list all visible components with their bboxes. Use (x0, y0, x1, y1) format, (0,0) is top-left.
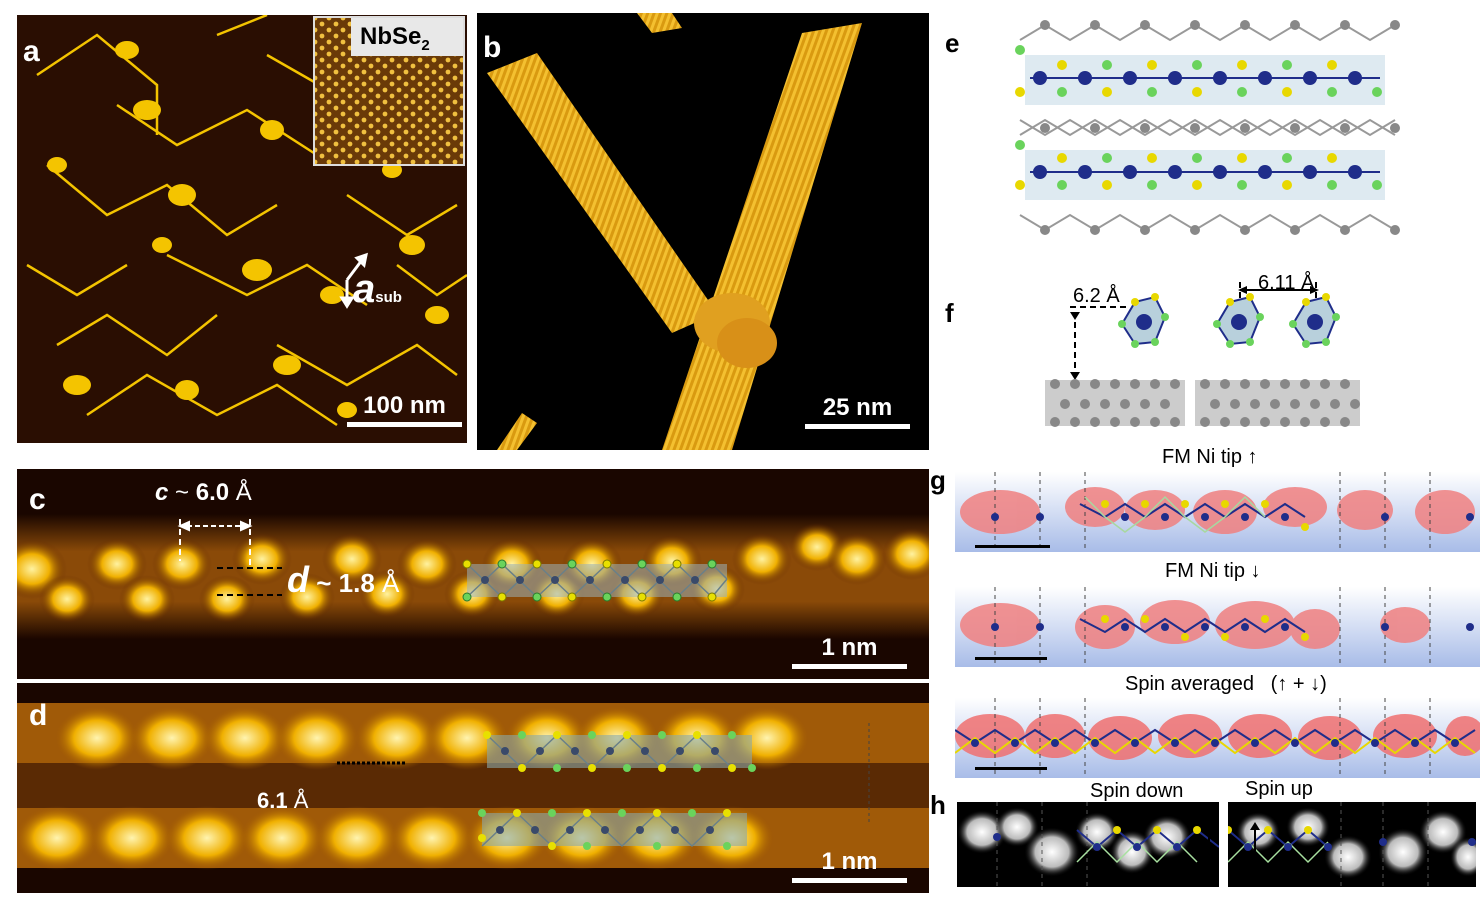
panel-c-chain-model (462, 559, 728, 602)
spacing-value: 6.1 (257, 788, 288, 813)
panel-a-scale-line (347, 422, 462, 427)
panel-c-d-label: d ~ 1.8 Å (287, 559, 399, 601)
panel-a-inset-label: NbSe2 (360, 23, 430, 54)
panel-g-scale-down (975, 657, 1047, 660)
panel-g-map-down (955, 587, 1480, 667)
panel-g-scale-up (975, 545, 1050, 548)
panel-c-scale-text: 1 nm (821, 634, 878, 661)
panel-a-stm-image (26, 15, 467, 427)
panel-e-label: e (945, 28, 960, 58)
panel-d-chain-model-bottom (478, 809, 747, 850)
d-symbol: d (287, 559, 309, 600)
panel-d-scale-text: 1 nm (821, 848, 878, 875)
panel-d-stm-image (17, 703, 929, 870)
substrate-slab (1045, 379, 1360, 427)
panel-c: c c ~ 6.0 Å d ~ 1.8 Å 1 nm (17, 469, 929, 679)
inset-label-sub: 2 (421, 36, 430, 54)
panel-c-label: c (29, 483, 46, 516)
panel-g-scale-avg (975, 767, 1047, 770)
panel-h-label: h (930, 790, 946, 820)
panel-f-height-label: 6.2 Å (1073, 285, 1120, 307)
panel-d: d 6.1 Å 1 nm (17, 683, 929, 893)
d-tilde: ~ (309, 568, 339, 598)
axis-symbol: a (353, 267, 376, 311)
panel-h-spin-up-label: Spin up (1245, 778, 1313, 800)
c-symbol: c (155, 479, 169, 506)
inset-label-text: NbSe (360, 23, 422, 50)
wire-cross-section-3 (1289, 293, 1340, 348)
panel-a-label: a (23, 35, 40, 68)
panel-g-title-avg: Spin averaged (↑ + ↓) (1125, 673, 1327, 695)
panel-c-stm-image (17, 514, 929, 639)
panel-b-stm-image (487, 13, 862, 450)
panel-b-label: b (483, 31, 502, 64)
panel-a-axis-label: asub (353, 267, 402, 312)
panel-g-map-up (955, 472, 1480, 552)
panel-h-sim-spin-up (1228, 802, 1476, 887)
d-value: 1.8 (338, 568, 375, 598)
wire-cross-section-2 (1213, 293, 1264, 348)
panel-g-label: g (930, 465, 946, 495)
panel-h-sim-spin-down (957, 802, 1219, 887)
panel-c-scale-line (792, 664, 907, 669)
wire-cross-section-1 (1118, 293, 1169, 348)
panel-f-spacing-label: 6.11 Å (1258, 272, 1315, 294)
panel-b-scale-bar: 25 nm (805, 394, 910, 429)
panel-d-label: d (29, 699, 48, 732)
panel-b-scale-text: 25 nm (822, 394, 893, 421)
panel-c-scale-bar: 1 nm (792, 634, 907, 669)
panel-e-crystal-structure (1015, 20, 1400, 235)
panel-g-title-down: FM Ni tip ↓ (1165, 560, 1261, 582)
panel-f-side-view (1045, 282, 1360, 427)
panel-a-scale-bar: 100 nm (347, 392, 462, 427)
panel-d-scale-bar: 1 nm (792, 848, 907, 883)
c-value: 6.0 (195, 479, 230, 506)
c-unit: Å (229, 479, 252, 506)
panel-g-map-avg (955, 698, 1480, 778)
panel-g-title-up: FM Ni tip ↑ (1162, 446, 1258, 468)
spacing-unit: Å (287, 788, 309, 813)
d-unit: Å (374, 568, 400, 598)
c-tilde: ~ (168, 479, 196, 506)
panel-a-scale-text: 100 nm (363, 392, 446, 419)
panel-a: a NbSe2 asub 100 nm (17, 15, 467, 443)
panel-d-scale-line (792, 878, 907, 883)
panel-d-chain-model-top (483, 731, 756, 772)
panel-h-spin-down-label: Spin down (1090, 780, 1184, 802)
panel-c-c-label: c ~ 6.0 Å (155, 479, 252, 507)
panel-d-spacing-label: 6.1 Å (257, 788, 308, 814)
panel-f-label: f (945, 298, 954, 328)
panel-b-scale-line (805, 424, 910, 429)
panel-b: b 25 nm (477, 13, 929, 450)
axis-sub: sub (375, 289, 402, 306)
